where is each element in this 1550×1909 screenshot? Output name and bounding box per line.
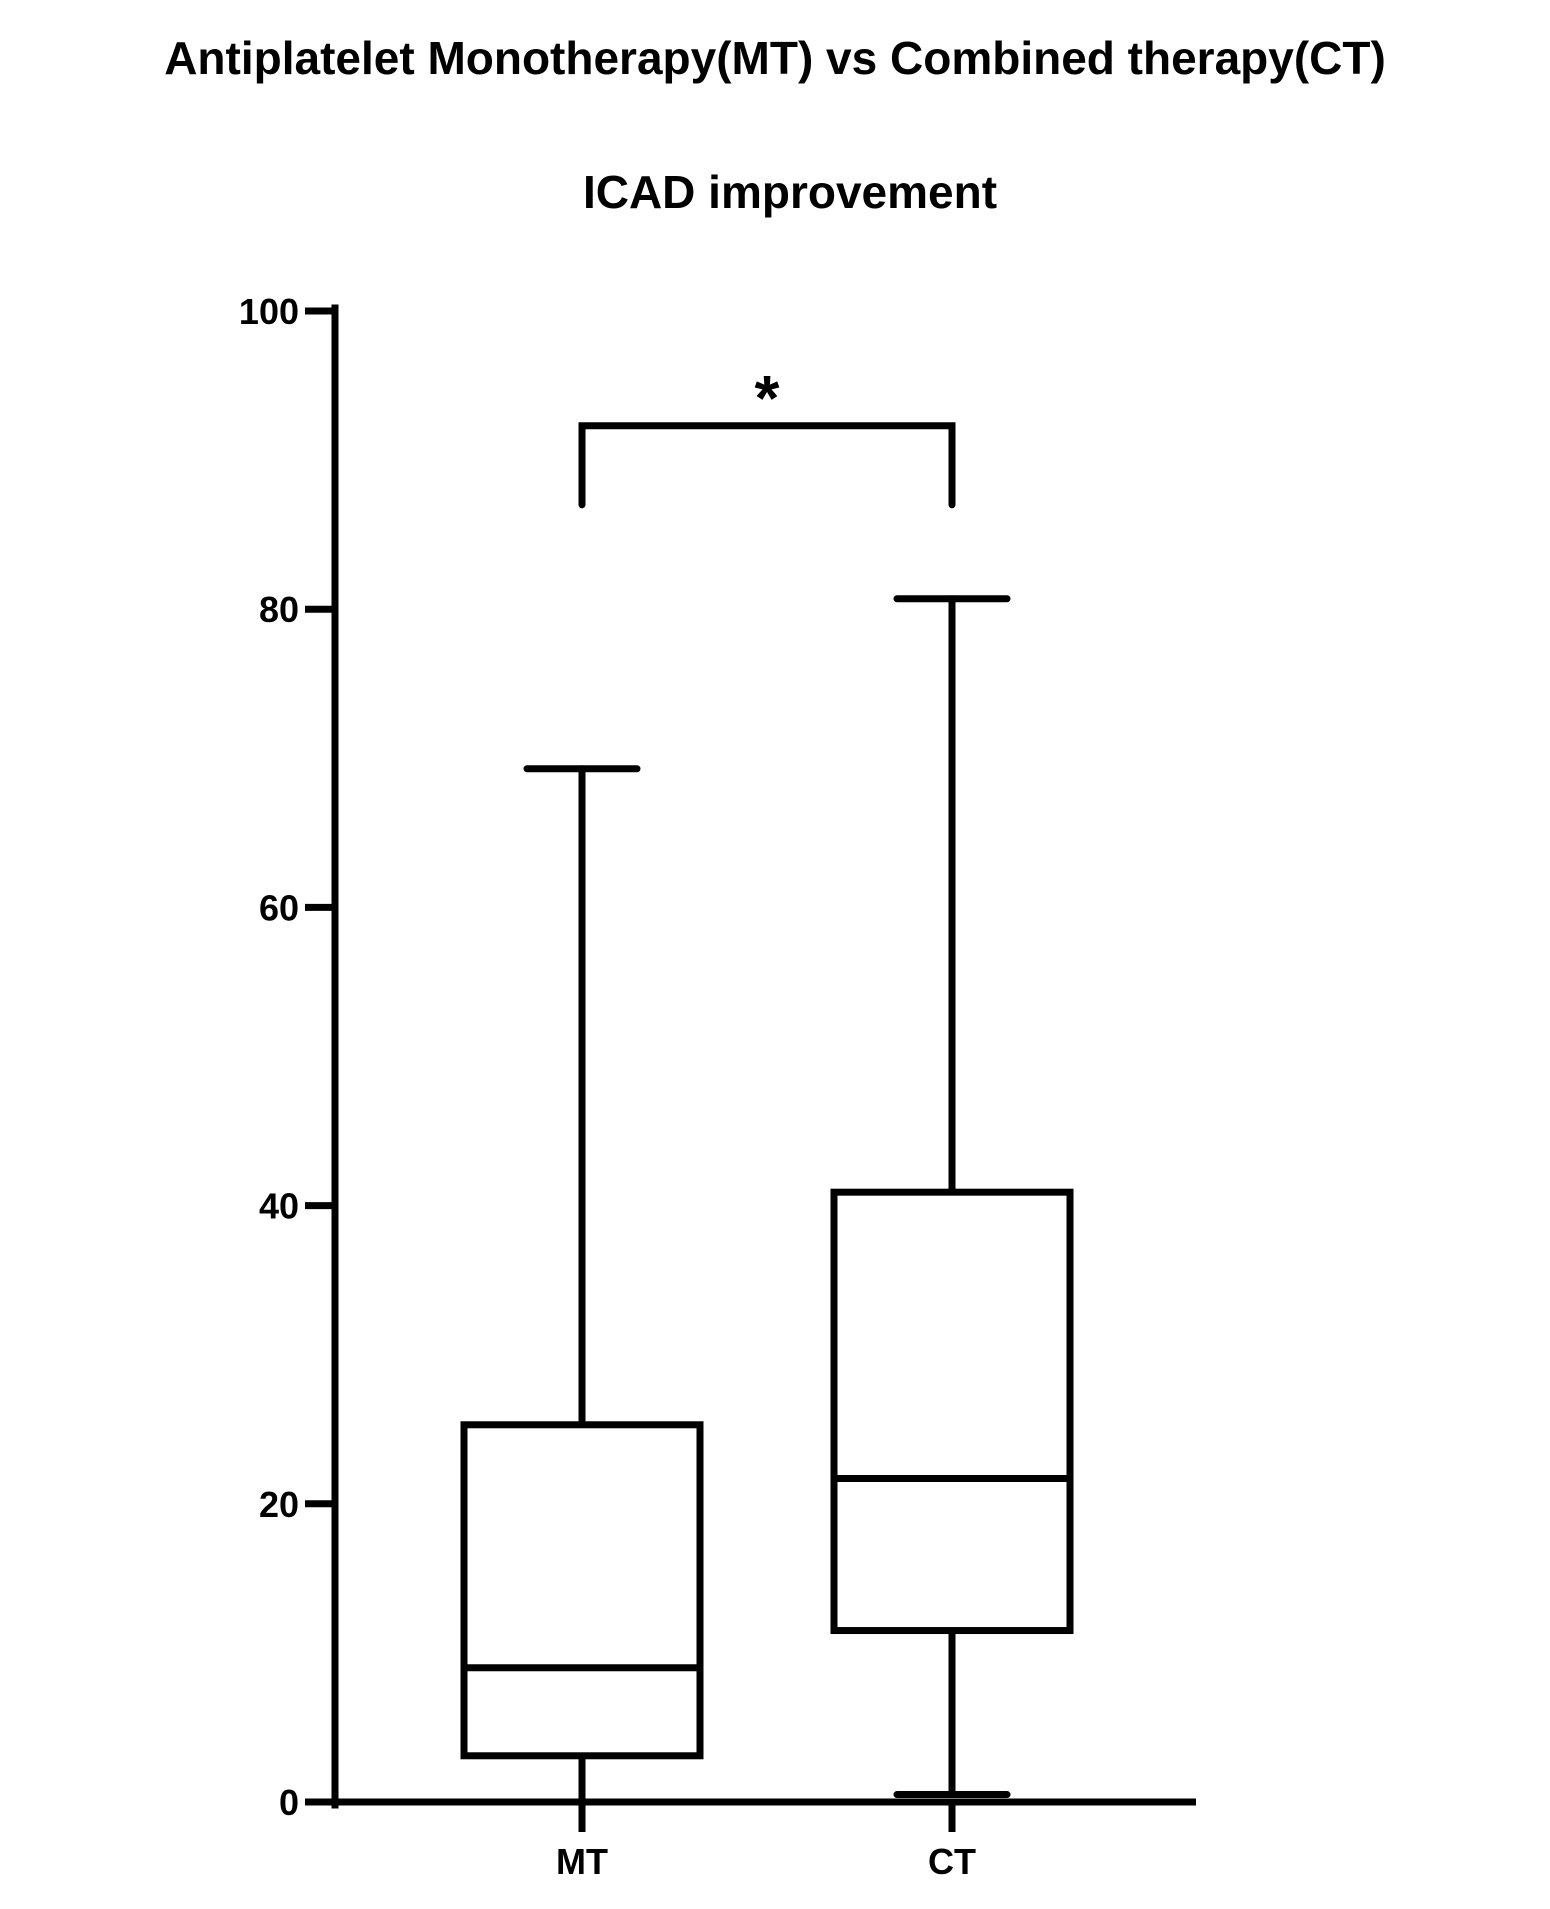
y-tick-label: 40	[259, 1186, 299, 1227]
y-tick-label: 80	[259, 589, 299, 630]
significance-bracket	[578, 422, 956, 509]
chart-title: Antiplatelet Monotherapy(MT) vs Combined…	[164, 32, 1386, 84]
significance-asterisk: *	[755, 362, 780, 434]
y-tick-label: 20	[259, 1484, 299, 1525]
y-tick-label: 100	[239, 291, 299, 332]
x-tick-label-ct: CT	[928, 1841, 976, 1882]
y-tick-label: 60	[259, 887, 299, 928]
x-tick-label-mt: MT	[556, 1841, 608, 1882]
y-tick-label: 0	[279, 1782, 299, 1823]
box-ct	[830, 1188, 1074, 1635]
chart-subtitle: ICAD improvement	[583, 166, 997, 218]
box-mt	[460, 1421, 704, 1760]
